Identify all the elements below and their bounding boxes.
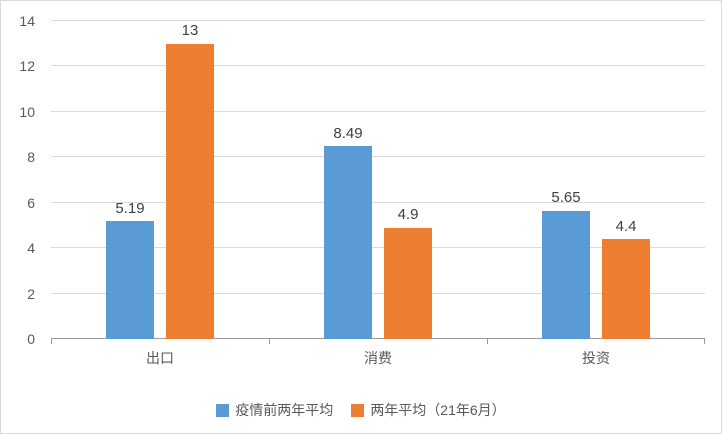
bar-series-2 (166, 43, 214, 339)
bar-value-label: 13 (181, 22, 199, 40)
x-category-label: 投资 (582, 350, 610, 366)
x-axis-tick-mark (486, 339, 488, 344)
legend-swatch (216, 403, 230, 417)
bar-series-1 (324, 146, 372, 339)
bar-value-label: 4.4 (615, 217, 637, 235)
y-tick-label: 0 (27, 331, 35, 347)
gridline (51, 110, 705, 112)
legend: 疫情前两年平均 两年平均（21年6月） (1, 400, 721, 420)
x-category-label: 出口 (146, 350, 174, 366)
plot-area: 5.19 13 8.49 4.9 5.65 4.4 (51, 20, 705, 344)
legend-swatch (351, 403, 365, 417)
x-axis: 出口 消费 投资 (51, 348, 705, 368)
gridline (51, 292, 705, 294)
bar-series-1 (106, 221, 154, 339)
bar-series-2 (602, 239, 650, 339)
legend-item: 疫情前两年平均 (216, 400, 333, 420)
gridlines (51, 20, 705, 344)
bar-unit: 5.19 (106, 21, 154, 339)
legend-label: 疫情前两年平均 (235, 402, 334, 418)
bar-unit: 8.49 (324, 21, 372, 339)
gridline (51, 20, 705, 21)
gridline (51, 247, 705, 249)
bar-value-label: 8.49 (333, 124, 363, 142)
y-tick-label: 12 (19, 58, 35, 75)
bar-group: 8.49 4.9 (269, 21, 487, 339)
y-tick-label: 2 (27, 285, 35, 302)
legend-label: 两年平均（21年6月） (370, 402, 506, 418)
y-tick-label: 10 (19, 103, 35, 120)
bar-unit: 13 (166, 21, 214, 339)
y-tick-label: 6 (27, 194, 35, 211)
bar-unit: 4.4 (602, 21, 650, 339)
y-tick-label: 14 (19, 13, 35, 29)
bar-value-label: 5.19 (115, 199, 145, 217)
bar-series-1 (542, 210, 590, 339)
y-axis: 0 2 4 6 8 10 12 14 (1, 14, 45, 346)
bar-series-2 (384, 227, 432, 339)
x-axis-tick-mark (268, 339, 270, 344)
bar-unit: 5.65 (542, 21, 590, 339)
bar-value-label: 4.9 (397, 206, 419, 224)
gridline (51, 65, 705, 67)
x-axis-line (51, 338, 705, 339)
x-axis-tick-mark (704, 339, 705, 344)
bar-unit: 4.9 (384, 21, 432, 339)
bar-group: 5.19 13 (51, 21, 269, 339)
bar-value-label: 5.65 (551, 189, 581, 207)
x-axis-tick-mark (51, 339, 52, 344)
y-tick-label: 4 (27, 240, 35, 257)
bar-groups: 5.19 13 8.49 4.9 5.65 4.4 (51, 21, 705, 339)
legend-item: 两年平均（21年6月） (351, 400, 506, 420)
bar-group: 5.65 4.4 (487, 21, 705, 339)
gridline (51, 156, 705, 158)
x-category-label: 消费 (364, 350, 392, 366)
y-tick-label: 8 (27, 149, 35, 166)
gridline (51, 201, 705, 203)
